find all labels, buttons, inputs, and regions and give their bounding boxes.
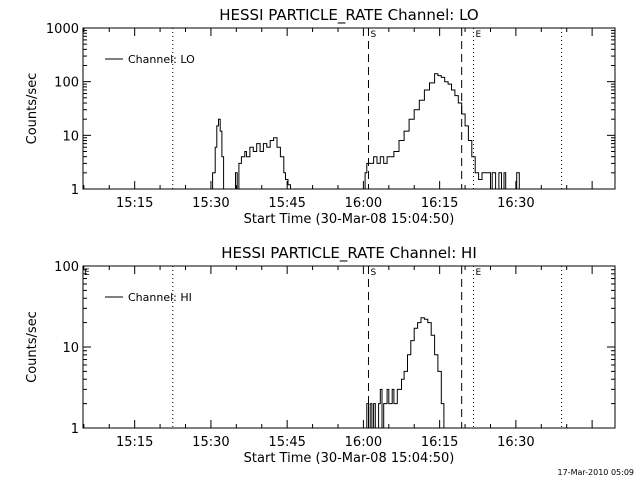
- legend: Channel: LO: [105, 53, 195, 66]
- time-marker-label: E: [476, 268, 482, 278]
- chart-panel-1: HESSI PARTICLE_RATE Channel: LO 15:15 15:3…: [25, 6, 616, 227]
- x-axis-label: Start Time (30-Mar-08 15:04:50): [244, 212, 455, 227]
- y-tick-label: 100: [54, 260, 79, 275]
- x-tick-label: 16:30: [497, 435, 534, 450]
- footer-timestamp: 17-Mar-2010 05:09: [557, 468, 635, 477]
- corner-label: E: [84, 268, 90, 278]
- y-tick-label: 10: [62, 341, 79, 356]
- x-tick-label: 15:15: [116, 196, 153, 211]
- chart-panel-2: HESSI PARTICLE_RATE Channel: HI 15:15 15:3…: [25, 244, 616, 466]
- legend-entry: Channel: HI: [128, 291, 192, 304]
- time-marker-label: S: [370, 30, 376, 40]
- x-tick-label: 16:00: [345, 435, 382, 450]
- x-axis-label: Start Time (30-Mar-08 15:04:50): [244, 451, 455, 466]
- y-axis-label: Counts/sec: [25, 311, 40, 383]
- x-tick-label: 15:15: [116, 435, 153, 450]
- x-tick-label: 15:45: [268, 196, 305, 211]
- time-marker-label: E: [476, 30, 482, 40]
- x-tick-label: 16:00: [345, 196, 382, 211]
- x-tick-label: 16:15: [421, 435, 458, 450]
- chart-title: HESSI PARTICLE_RATE Channel: LO: [219, 6, 478, 25]
- x-tick-label: 16:30: [497, 196, 534, 211]
- series-line: [365, 317, 445, 429]
- x-tick-label: 16:15: [421, 196, 458, 211]
- x-tick-label: 15:45: [268, 435, 305, 450]
- x-tick-label: 15:30: [192, 196, 229, 211]
- y-tick-label: 1: [71, 183, 79, 198]
- legend: Channel: HI: [105, 291, 192, 304]
- y-tick-label: 1000: [46, 22, 79, 37]
- y-axis-label: Counts/sec: [25, 73, 40, 145]
- time-marker-label: S: [370, 268, 376, 278]
- series-line: [210, 73, 520, 190]
- y-tick-label: 1: [71, 422, 79, 437]
- x-tick-label: 15:30: [192, 435, 229, 450]
- legend-entry: Channel: LO: [128, 53, 195, 66]
- y-tick-label: 10: [62, 129, 79, 144]
- chart-title: HESSI PARTICLE_RATE Channel: HI: [221, 244, 477, 263]
- y-tick-label: 100: [54, 76, 79, 91]
